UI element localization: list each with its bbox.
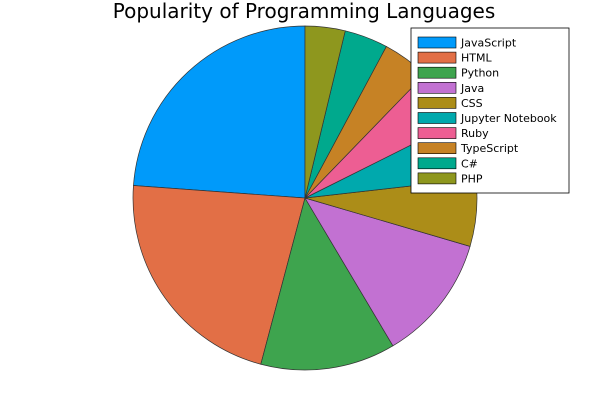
- legend: JavaScript HTML Python Java CSS Jupyter Noteb…: [410, 27, 570, 194]
- pie-slice-html: [132, 185, 306, 365]
- legend-label-python: Python: [461, 67, 499, 80]
- legend-swatch-typescript: [417, 142, 457, 154]
- legend-swatch-php: [417, 172, 457, 185]
- pie-slice-python: [260, 197, 394, 371]
- pie-slice-php: [304, 25, 346, 199]
- legend-label-typescript: TypeScript: [460, 142, 519, 155]
- legend-swatch-python: [417, 66, 457, 79]
- legend-label-java: Java: [460, 82, 484, 95]
- legend-label-php: PHP: [461, 172, 483, 185]
- legend-label-jupyter-notebook: Jupyter Notebook: [460, 112, 557, 125]
- pie-slice-java: [304, 197, 471, 347]
- legend-swatch-ruby: [417, 127, 457, 139]
- legend-swatch-html: [417, 51, 457, 64]
- legend-label-html: HTML: [461, 52, 492, 65]
- legend-swatch-css: [417, 97, 457, 109]
- legend-swatch-c-: [417, 157, 457, 170]
- legend-label-ruby: Ruby: [461, 127, 489, 140]
- legend-items: JavaScript HTML Python Java CSS Jupyter Noteb…: [417, 36, 557, 185]
- chart-title: Popularity of Programming Languages: [113, 0, 496, 23]
- legend-swatch-javascript: [417, 36, 457, 49]
- pie-slice-javascript: [133, 25, 306, 199]
- legend-label-css: CSS: [461, 97, 483, 110]
- legend-swatch-jupyter-notebook: [417, 112, 457, 124]
- legend-label-javascript: JavaScript: [460, 37, 517, 50]
- legend-swatch-java: [417, 82, 457, 94]
- legend-label-c-: C#: [461, 157, 478, 170]
